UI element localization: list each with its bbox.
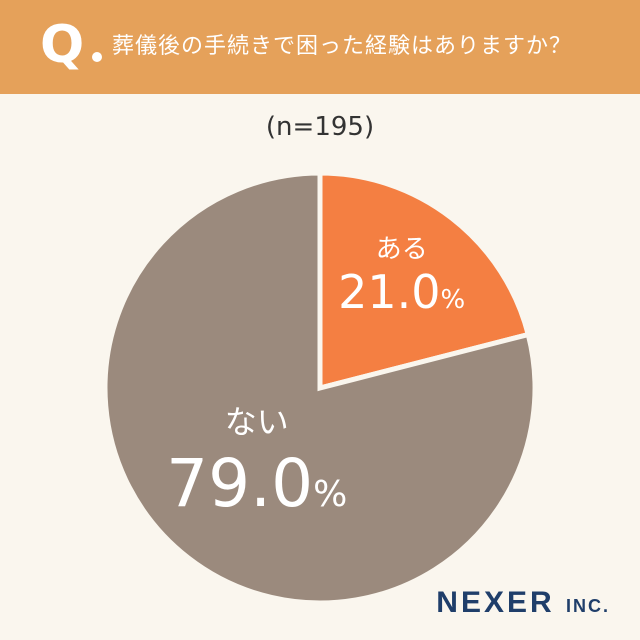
q-dot-icon — [92, 52, 102, 62]
slice-label-1: ある — [376, 234, 428, 264]
brand-logo: NEXER INC. — [436, 586, 610, 620]
question-header: Q 葬儀後の手続きで困った経験はありますか？ — [0, 0, 640, 94]
pie-slice-2 — [102, 170, 538, 606]
q-mark: Q — [40, 15, 85, 75]
brand-suffix: INC. — [566, 596, 610, 616]
brand-name: NEXER — [436, 586, 555, 619]
slice-value-1: 21.0% — [338, 265, 465, 319]
slice-label-2: ない — [225, 403, 289, 441]
slice-value-2: 79.0% — [166, 445, 347, 522]
sample-size-label: (n=195) — [265, 112, 375, 142]
question-text: 葬儀後の手続きで困った経験はありますか？ — [112, 34, 573, 59]
pie-slice-1 — [317, 170, 532, 392]
